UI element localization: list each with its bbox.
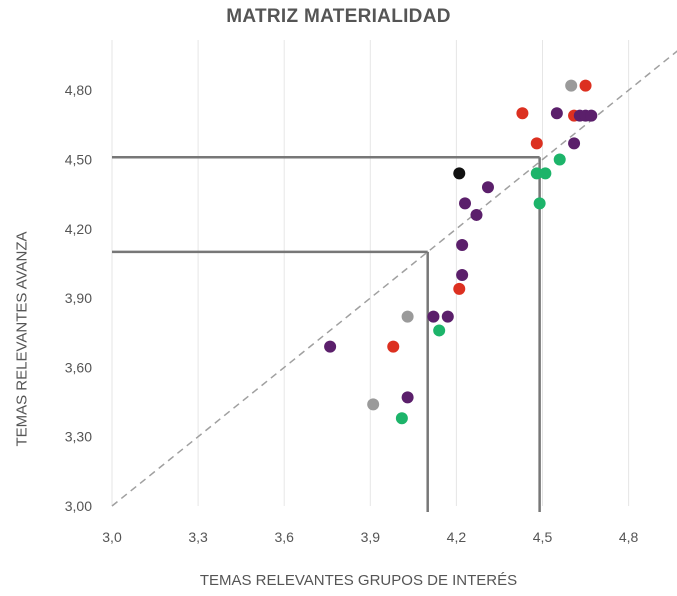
- y-tick-label-3: 3,90: [65, 290, 92, 306]
- data-point-15: [533, 197, 546, 210]
- data-point-10: [553, 153, 566, 166]
- data-point-26: [387, 340, 400, 353]
- data-point-13: [453, 167, 466, 180]
- y-tick-labels: 3,00 3,30 3,60 3,90 4,20 4,50 4,80: [65, 82, 92, 514]
- y-tick-label-4: 4,20: [65, 221, 92, 237]
- x-tick-label-4: 4,2: [447, 529, 467, 545]
- y-tick-label-5: 4,50: [65, 152, 92, 168]
- data-point-18: [456, 238, 469, 251]
- data-point-3: [550, 107, 563, 120]
- data-point-24: [433, 324, 446, 337]
- x-tick-label-3: 3,9: [361, 529, 381, 545]
- y-tick-label-6: 4,80: [65, 82, 92, 98]
- x-tick-labels: 3,0 3,3 3,6 3,9 4,2 4,5 4,8: [102, 529, 638, 545]
- y-tick-label-0: 3,00: [65, 498, 92, 514]
- data-point-16: [459, 197, 472, 210]
- grid-lines: [111, 40, 630, 506]
- data-point-23: [441, 310, 454, 323]
- data-point-17: [470, 208, 483, 221]
- x-tick-label-2: 3,6: [274, 529, 294, 545]
- data-points: [324, 79, 598, 425]
- data-point-14: [481, 181, 494, 194]
- data-point-25: [324, 340, 337, 353]
- x-tick-label-5: 4,5: [533, 529, 553, 545]
- data-point-21: [401, 310, 414, 323]
- y-tick-label-2: 3,60: [65, 359, 92, 375]
- data-point-28: [367, 398, 380, 411]
- data-point-20: [453, 282, 466, 295]
- data-point-7: [585, 109, 598, 122]
- data-point-9: [568, 137, 581, 150]
- x-tick-label-6: 4,8: [619, 529, 639, 545]
- data-point-11: [530, 167, 543, 180]
- x-tick-label-0: 3,0: [102, 529, 122, 545]
- data-point-0: [565, 79, 578, 92]
- data-point-29: [395, 412, 408, 425]
- data-point-2: [516, 107, 529, 120]
- data-point-12: [539, 167, 552, 180]
- reference-lines: [112, 155, 541, 512]
- y-tick-label-1: 3,30: [65, 429, 92, 445]
- data-point-22: [427, 310, 440, 323]
- x-tick-label-1: 3,3: [188, 529, 208, 545]
- data-point-27: [401, 391, 414, 404]
- data-point-19: [456, 269, 469, 281]
- x-axis-label: TEMAS RELEVANTES GRUPOS DE INTERÉS: [199, 572, 518, 589]
- chart-title: MATRIZ MATERIALIDAD: [226, 6, 451, 27]
- data-point-1: [579, 79, 592, 92]
- data-point-8: [530, 137, 543, 150]
